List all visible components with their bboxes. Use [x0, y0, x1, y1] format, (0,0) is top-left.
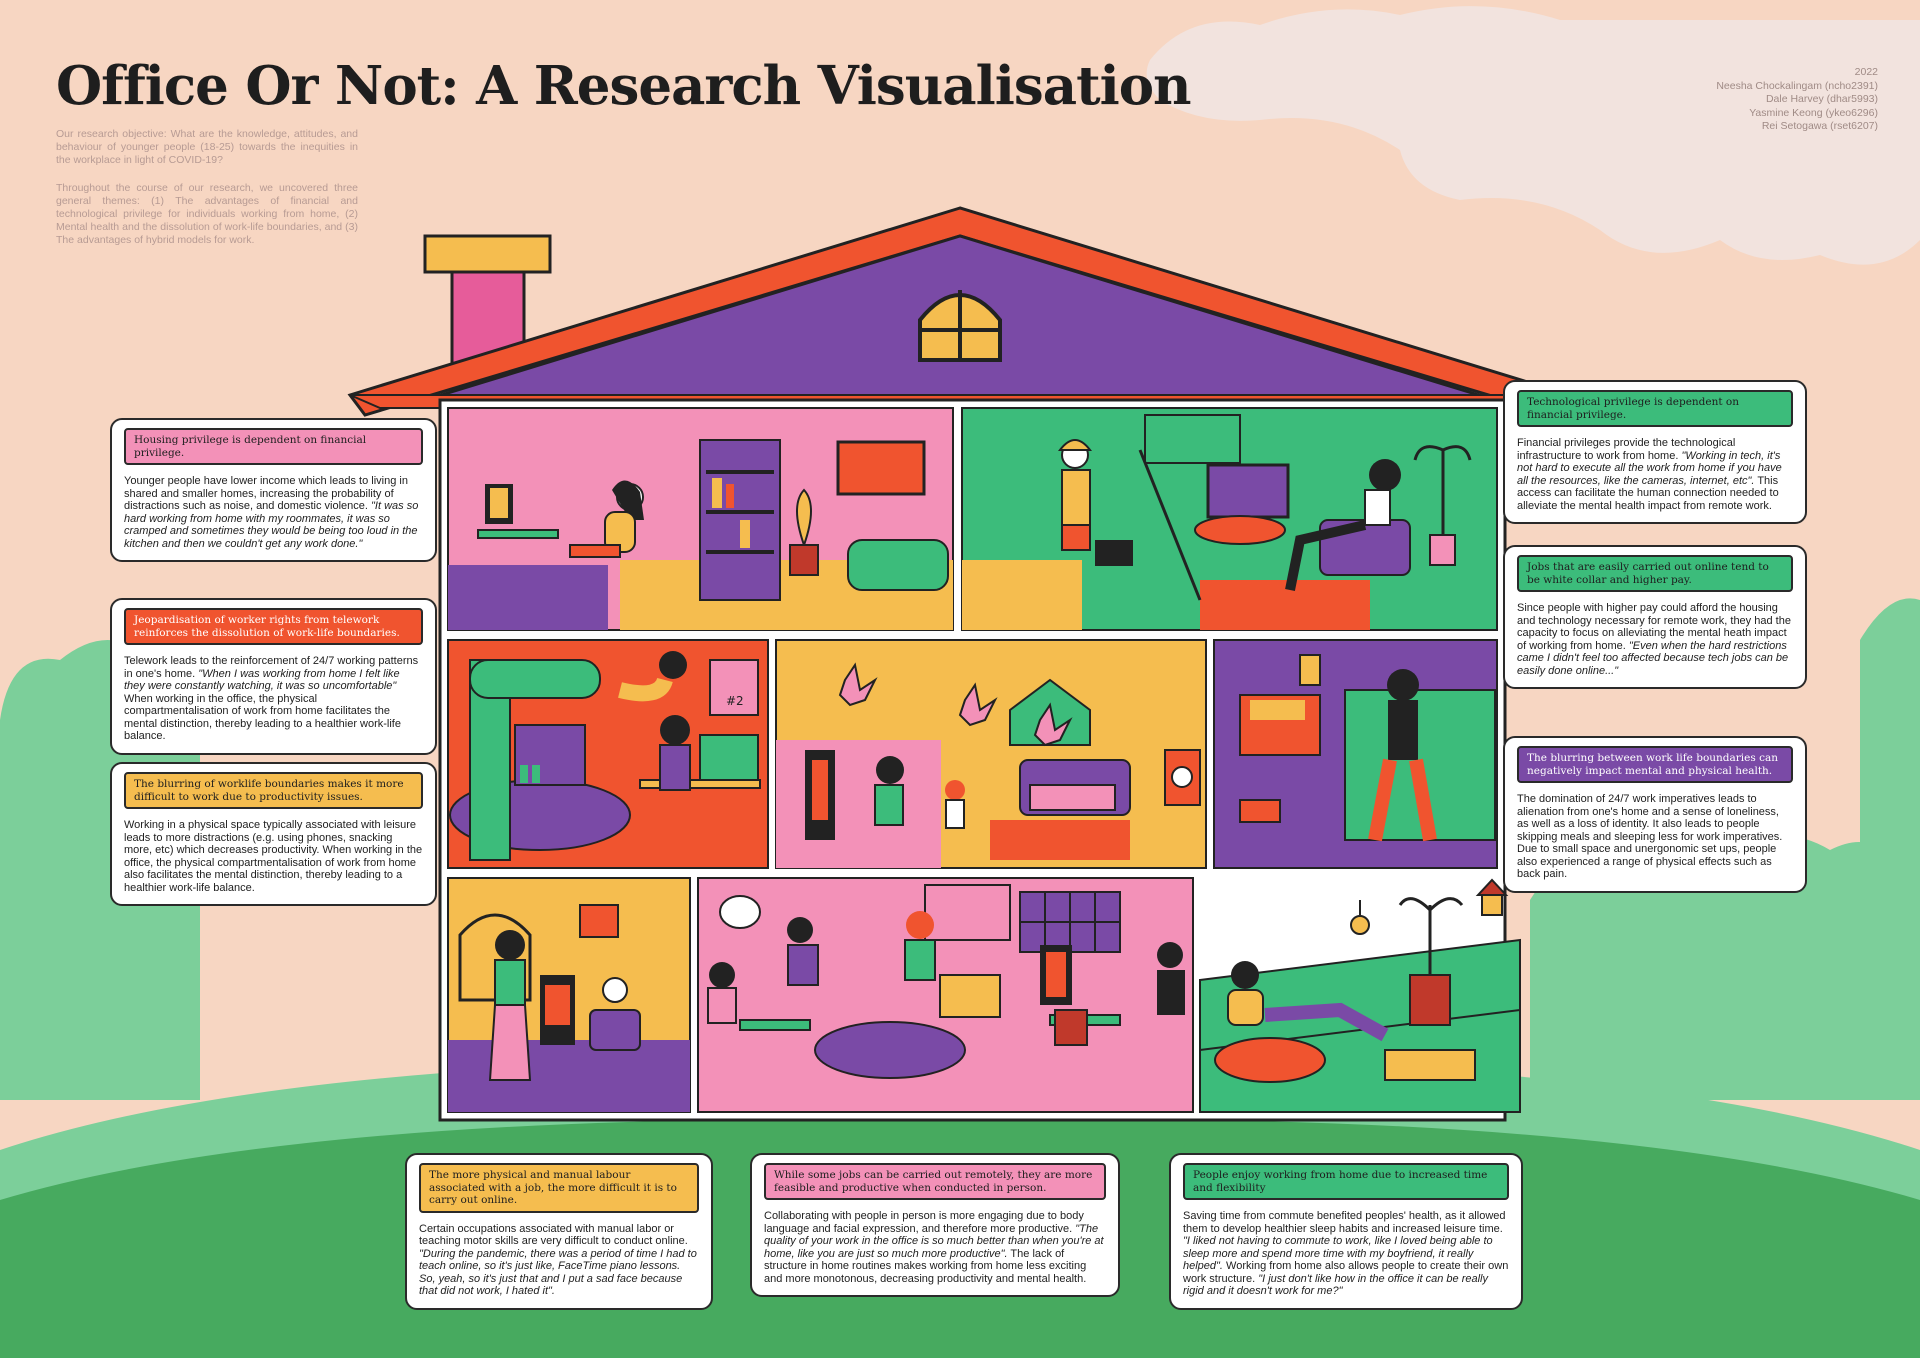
card-tech-privilege: Technological privilege is dependent on … — [1503, 380, 1807, 524]
card-white-collar-jobs: Jobs that are easily carried out online … — [1503, 545, 1807, 689]
intro-themes: Throughout the course of our research, w… — [56, 182, 358, 246]
card-body: Working in a physical space typically as… — [124, 819, 423, 894]
card-body: Younger people have lower income which l… — [124, 475, 419, 550]
author-name: Yasmine Keong (ykeo6296) — [1749, 106, 1878, 119]
card-worklife-blurring: The blurring of worklife boundaries make… — [110, 762, 437, 906]
card-heading: The more physical and manual labour asso… — [419, 1163, 699, 1213]
card-enjoy-wfh: People enjoy working from home due to in… — [1169, 1153, 1523, 1310]
card-heading: People enjoy working from home due to in… — [1183, 1163, 1509, 1200]
author-name: Neesha Chockalingam (ncho2391) — [1716, 79, 1878, 92]
card-heading: The blurring of worklife boundaries make… — [124, 772, 423, 809]
card-housing-privilege: Housing privilege is dependent on financ… — [110, 418, 437, 562]
card-manual-labour: The more physical and manual labour asso… — [405, 1153, 713, 1310]
room-living-study — [447, 407, 954, 631]
room-patio-relax — [1199, 878, 1521, 1113]
year: 2022 — [1854, 66, 1878, 78]
card-heading: While some jobs can be carried out remot… — [764, 1163, 1106, 1200]
card-body: The domination of 24/7 work imperatives … — [1517, 793, 1783, 880]
card-body: Certain occupations associated with manu… — [419, 1222, 697, 1298]
page-title: Office Or Not: A Research Visualisation — [56, 55, 1192, 117]
room-bedroom-exhaustion — [1213, 639, 1498, 869]
card-health-impact: The blurring between work life boundarie… — [1503, 736, 1807, 893]
author-name: Dale Harvey (dhar5993) — [1765, 93, 1878, 105]
card-in-person-productivity: While some jobs can be carried out remot… — [750, 1153, 1120, 1297]
card-heading: Jobs that are easily carried out online … — [1517, 555, 1793, 592]
chimney-cap — [423, 234, 552, 274]
card-heading: Housing privilege is dependent on financ… — [124, 428, 423, 465]
bushes — [0, 598, 1920, 1100]
card-body: Saving time from commute benefited peopl… — [1183, 1210, 1509, 1297]
card-body: Telework leads to the reinforcement of 2… — [124, 655, 419, 742]
card-heading: The blurring between work life boundarie… — [1517, 746, 1793, 783]
intro-objective: Our research objective: What are the kno… — [56, 128, 358, 166]
room-lounge-tech — [961, 407, 1498, 631]
author-list: 2022 Neesha Chockalingam (ncho2391) Dale… — [1716, 66, 1878, 134]
card-body: Since people with higher pay could affor… — [1517, 602, 1791, 677]
room-office-surveillance: #2 — [447, 639, 769, 869]
room-family-distraction — [775, 639, 1207, 869]
card-body: Financial privileges provide the technol… — [1517, 437, 1782, 512]
clouds — [1146, 6, 1920, 265]
room-co-working — [697, 877, 1194, 1113]
author-name: Rei Setogawa (rset6207) — [1761, 120, 1878, 132]
card-heading: Jeopardisation of worker rights from tel… — [124, 608, 423, 645]
card-body: Collaborating with people in person is m… — [764, 1210, 1104, 1285]
card-heading: Technological privilege is dependent on … — [1517, 390, 1793, 427]
card-worker-rights: Jeopardisation of worker rights from tel… — [110, 598, 437, 755]
room-piano-teaching — [447, 877, 691, 1113]
trophy-label: #2 — [726, 694, 744, 708]
